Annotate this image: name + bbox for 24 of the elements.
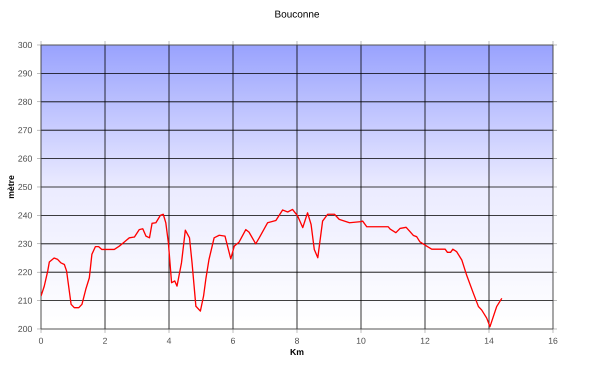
y-tick-label: 280 (18, 98, 32, 105)
x-tick-label: 0 (38, 338, 44, 344)
x-tick-label: 4 (166, 338, 172, 344)
y-tick-label: 220 (18, 269, 32, 276)
chart-title: Bouconne (275, 10, 320, 18)
x-tick-label: 16 (548, 338, 558, 344)
y-tick-label: 250 (18, 184, 32, 190)
x-tick-label: 10 (356, 338, 366, 344)
y-tick-label: 270 (18, 127, 32, 134)
y-tick-label: 300 (18, 42, 32, 48)
x-tick-label: 12 (420, 338, 430, 344)
x-tick-label: 8 (294, 338, 300, 344)
y-tick-label: 200 (18, 326, 32, 332)
x-axis-title: Km (290, 348, 304, 355)
y-tick-label: 210 (18, 298, 32, 304)
y-tick-label: 240 (18, 212, 32, 218)
x-tick-label: 2 (103, 338, 107, 344)
y-tick-label: 230 (18, 240, 32, 247)
line-series (41, 208, 502, 328)
y-axis-title: mètre (8, 175, 14, 198)
x-tick-label: 6 (231, 338, 236, 344)
x-tick-label: 14 (484, 338, 494, 344)
y-tick-label: 290 (18, 70, 32, 76)
y-tick-label: 260 (18, 156, 32, 162)
